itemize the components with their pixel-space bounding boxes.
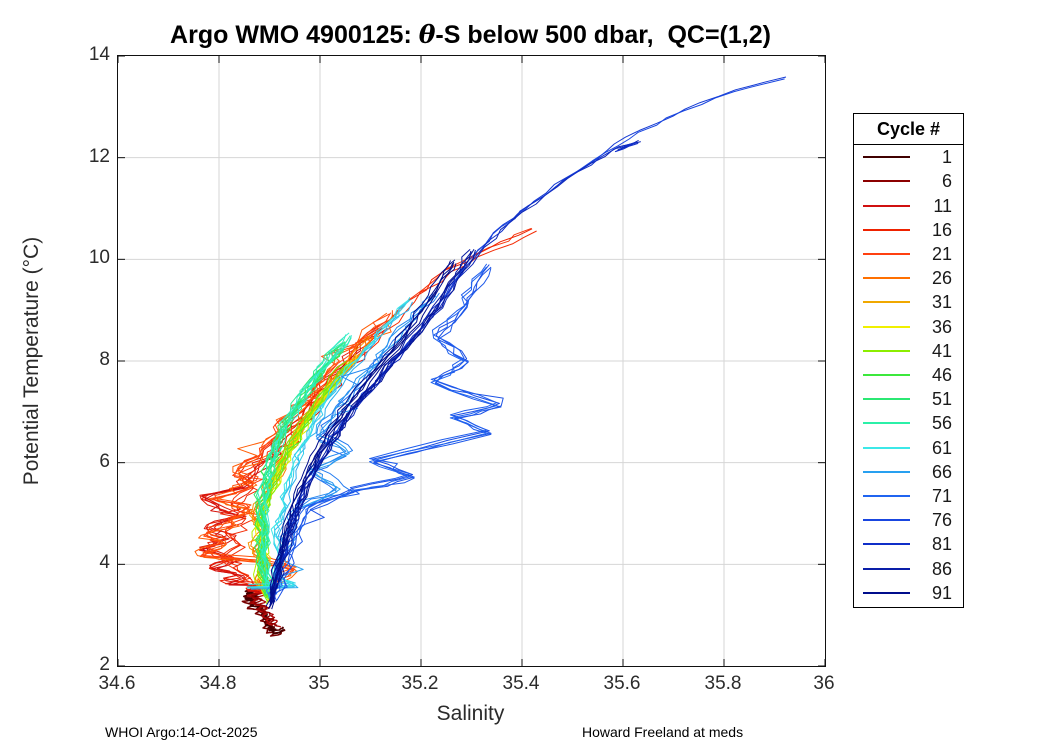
- chart-title-prefix: Argo WMO 4900125:: [170, 21, 419, 49]
- x-tick-label: 36: [813, 673, 835, 694]
- legend-entry-label: 86: [931, 558, 952, 579]
- legend-entry: 61: [854, 437, 963, 459]
- legend: Cycle # 1 6 11 16 21 26 31 36 41 46 51 56 61 66 71 76 81…: [853, 113, 964, 608]
- legend-line-sample: [863, 591, 910, 594]
- legend-entry: 16: [854, 219, 963, 241]
- legend-entry-label: 11: [933, 195, 952, 216]
- theta-s-plot: [118, 56, 825, 666]
- plot-area: [117, 55, 826, 667]
- legend-line-sample: [863, 204, 910, 207]
- y-tick-label: 2: [99, 654, 110, 675]
- x-tick-label: 35.6: [603, 673, 641, 694]
- chart-title-suffix: -S below 500 dbar, QC=(1,2): [435, 21, 771, 49]
- legend-entry-label: 41: [931, 340, 952, 361]
- legend-entry-label: 61: [931, 437, 952, 458]
- footer-credit-left: WHOI Argo:14-Oct-2025: [105, 724, 258, 740]
- legend-entry: 1: [854, 146, 963, 168]
- legend-title: Cycle #: [854, 114, 963, 145]
- legend-entry-label: 16: [931, 219, 952, 240]
- legend-entry: 41: [854, 340, 963, 362]
- theta-symbol: θ: [418, 20, 436, 49]
- legend-line-sample: [863, 180, 910, 183]
- legend-entry: 76: [854, 509, 963, 531]
- legend-line-sample: [863, 228, 910, 231]
- legend-entry-label: 71: [931, 485, 952, 506]
- legend-entry-label: 66: [931, 461, 952, 482]
- legend-entry-label: 21: [931, 243, 952, 264]
- legend-line-sample: [863, 301, 910, 304]
- x-tick-label: 34.8: [199, 673, 237, 694]
- legend-entry-label: 91: [931, 582, 952, 603]
- legend-line-sample: [863, 446, 910, 449]
- x-tick-label: 35: [308, 673, 330, 694]
- legend-entry: 31: [854, 291, 963, 313]
- legend-entry: 46: [854, 364, 963, 386]
- legend-entry: 11: [854, 195, 963, 217]
- legend-entry: 56: [854, 412, 963, 434]
- legend-entry: 26: [854, 267, 963, 289]
- legend-line-sample: [863, 277, 910, 280]
- legend-entry-label: 26: [931, 268, 952, 289]
- legend-line-sample: [863, 325, 910, 328]
- legend-line-sample: [863, 543, 910, 546]
- y-tick-label: 10: [88, 247, 110, 269]
- x-tick-label: 35.2: [401, 673, 439, 694]
- legend-entry: 86: [854, 558, 963, 580]
- legend-entry: 51: [854, 388, 963, 410]
- legend-line-sample: [863, 398, 910, 401]
- legend-line-sample: [863, 567, 910, 570]
- legend-entry-label: 56: [931, 413, 952, 434]
- legend-entry-label: 1: [941, 147, 952, 168]
- chart-title: Argo WMO 4900125: θ-S below 500 dbar, QC…: [117, 20, 824, 50]
- legend-entry-label: 46: [931, 364, 952, 385]
- legend-entry: 21: [854, 243, 963, 265]
- legend-entry: 66: [854, 461, 963, 483]
- x-axis-label: Salinity: [436, 702, 505, 725]
- legend-rows: 1 6 11 16 21 26 31 36 41 46 51 56 61 66 71 76 81 86 91: [854, 145, 963, 605]
- legend-entry: 71: [854, 485, 963, 507]
- legend-entry: 6: [854, 170, 963, 192]
- y-tick-label: 8: [99, 349, 110, 370]
- y-tick-label: 12: [88, 145, 110, 167]
- legend-line-sample: [863, 349, 910, 352]
- legend-line-sample: [863, 373, 910, 376]
- legend-entry: 36: [854, 316, 963, 338]
- legend-entry-label: 36: [931, 316, 952, 337]
- legend-line-sample: [863, 519, 910, 522]
- legend-line-sample: [863, 156, 910, 159]
- legend-entry-label: 76: [931, 510, 952, 531]
- y-tick-label: 6: [99, 450, 110, 472]
- footer-credit-right: Howard Freeland at meds: [582, 724, 744, 740]
- x-tick-label: 35.4: [502, 673, 540, 694]
- legend-line-sample: [863, 422, 910, 425]
- legend-line-sample: [863, 252, 910, 255]
- y-tick-label: 4: [99, 552, 110, 574]
- x-tick-label: 35.8: [704, 673, 742, 694]
- legend-entry-label: 81: [931, 534, 952, 555]
- legend-entry-label: 31: [931, 292, 952, 313]
- legend-line-sample: [863, 494, 910, 497]
- legend-entry: 91: [854, 582, 963, 604]
- legend-entry-label: 6: [941, 171, 952, 192]
- x-tick-label: 34.6: [98, 673, 136, 694]
- legend-entry-label: 51: [931, 389, 952, 410]
- y-tick-label: 14: [88, 44, 110, 65]
- legend-line-sample: [863, 470, 910, 473]
- y-axis-label: Potential Temperature (°C): [20, 236, 43, 486]
- legend-entry: 81: [854, 533, 963, 555]
